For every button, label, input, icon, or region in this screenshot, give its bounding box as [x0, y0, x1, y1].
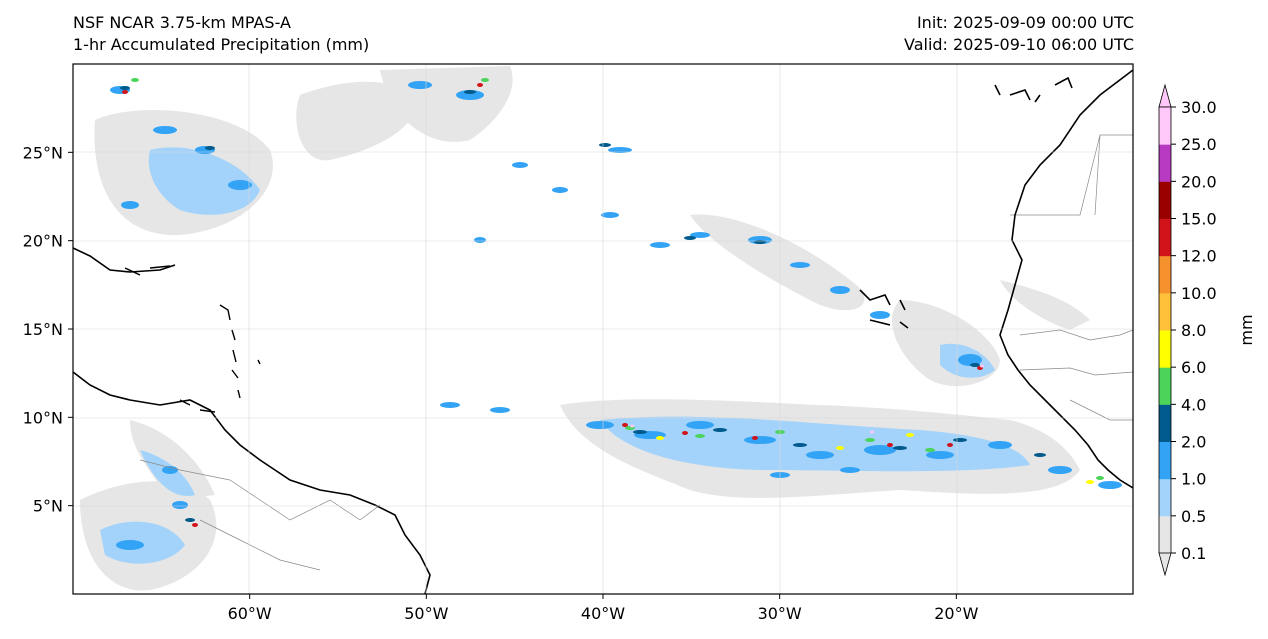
colorbar-tick-label: 12.0	[1181, 247, 1217, 266]
colorbar-bin	[1159, 330, 1171, 368]
colorbar-tick-label: 10.0	[1181, 284, 1217, 303]
gridlines	[73, 64, 1133, 594]
coastlines	[73, 69, 1133, 594]
colorbar-bin	[1159, 181, 1171, 219]
colorbar-bin	[1159, 441, 1171, 480]
colorbar: 0.1 0.5 1.0 2.0 4.0 6.0 8.0 10.0 12.0 15.0 20.0 25.…	[1158, 83, 1256, 577]
colorbar-extend-min	[1158, 552, 1172, 577]
lon-tick-label: 40°W	[581, 604, 625, 623]
colorbar-tick-label: 30.0	[1181, 98, 1217, 117]
lat-tick-label: 25°N	[23, 143, 63, 162]
lat-tick-label: 20°N	[23, 232, 63, 251]
lat-tick-label: 15°N	[23, 320, 63, 339]
country-borders	[139, 134, 1133, 571]
colorbar-tick-label: 25.0	[1181, 135, 1217, 154]
lon-tick-label: 50°W	[404, 604, 448, 623]
colorbar-tick-label: 4.0	[1181, 395, 1206, 414]
lon-tick-label: 20°W	[934, 604, 978, 623]
map-area	[73, 64, 1133, 594]
colorbar-bin	[1159, 367, 1171, 405]
title-block: NSF NCAR 3.75-km MPAS-A 1-hr Accumulated…	[73, 12, 369, 56]
latitude-labels: 25°N 20°N 15°N 10°N 5°N	[23, 143, 73, 516]
caribbean-islands	[124, 265, 261, 413]
colorbar-bin	[1159, 292, 1171, 331]
colorbar-bin	[1159, 107, 1171, 145]
colorbar-label: mm	[1237, 314, 1256, 345]
colorbar-bin	[1159, 218, 1171, 257]
time-block: Init: 2025-09-09 00:00 UTC Valid: 2025-0…	[904, 12, 1134, 56]
field-title: 1-hr Accumulated Precipitation (mm)	[73, 35, 370, 54]
lat-tick-label: 10°N	[23, 408, 63, 427]
colorbar-bin	[1159, 515, 1171, 554]
lat-tick-label: 5°N	[33, 497, 63, 516]
valid-time: Valid: 2025-09-10 06:00 UTC	[903, 35, 1134, 54]
colorbar-tick-label: 1.0	[1181, 470, 1206, 489]
colorbar-bin	[1159, 404, 1171, 442]
colorbar-tick-label: 0.5	[1181, 507, 1206, 526]
colorbar-extend-max	[1158, 83, 1172, 108]
colorbar-tick-label: 2.0	[1181, 433, 1206, 452]
colorbar-bin	[1159, 478, 1171, 517]
colorbar-tick-label: 0.1	[1181, 544, 1206, 563]
longitude-labels: 60°W 50°W 40°W 30°W 20°W	[228, 594, 979, 623]
colorbar-tick-label: 20.0	[1181, 172, 1217, 191]
colorbar-bin	[1159, 255, 1171, 294]
init-time: Init: 2025-09-09 00:00 UTC	[916, 13, 1134, 32]
colorbar-bin	[1159, 144, 1171, 182]
lon-tick-label: 60°W	[228, 604, 272, 623]
model-title: NSF NCAR 3.75-km MPAS-A	[73, 13, 291, 32]
colorbar-tick-label: 6.0	[1181, 358, 1206, 377]
lon-tick-label: 30°W	[758, 604, 802, 623]
colorbar-tick-label: 8.0	[1181, 321, 1206, 340]
colorbar-tick-label: 15.0	[1181, 210, 1217, 229]
